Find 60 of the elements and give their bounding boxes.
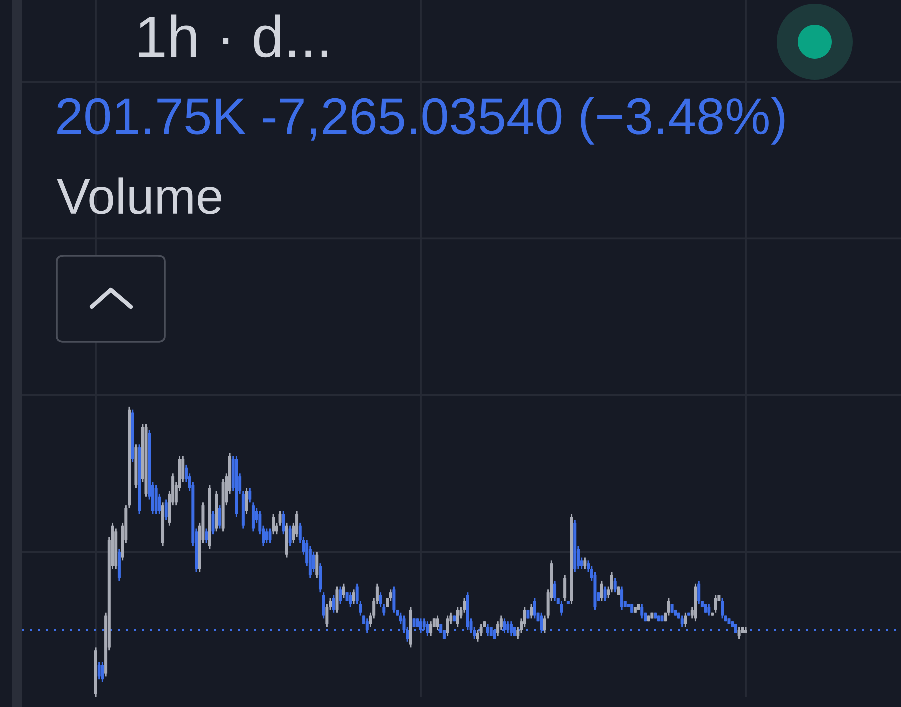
candlestick: [252, 502, 255, 532]
candlestick: [680, 615, 684, 628]
candlestick: [430, 620, 433, 637]
candlestick: [510, 620, 513, 637]
candlestick: [584, 557, 587, 570]
candlestick: [530, 603, 534, 620]
candlestick: [316, 551, 319, 579]
candlestick: [392, 586, 396, 614]
candlestick: [205, 528, 208, 544]
candlestick: [332, 594, 336, 614]
candlestick: [640, 603, 644, 620]
candlestick: [322, 592, 326, 620]
candlestick: [684, 612, 688, 628]
candlestick: [318, 562, 322, 594]
candlestick: [614, 577, 617, 594]
candlestick: [359, 600, 362, 617]
candlestick: [265, 528, 268, 544]
candlestick: [382, 603, 386, 617]
candlestick: [600, 580, 604, 602]
candlestick: [336, 586, 339, 614]
candlestick: [218, 504, 222, 530]
candlestick: [342, 583, 346, 600]
candlestick: [738, 626, 741, 640]
candlestick: [268, 528, 272, 544]
candlestick: [506, 620, 510, 634]
candlestick: [245, 487, 248, 516]
candlestick: [352, 588, 356, 605]
chart-subtitle: 201.75K -7,265.03540 (−3.48%): [58, 97, 785, 145]
candlestick: [714, 594, 718, 614]
candlestick: [564, 574, 567, 602]
candlestick: [312, 551, 316, 574]
candlestick: [554, 580, 557, 602]
candlestick: [278, 510, 282, 527]
candlestick: [98, 661, 101, 680]
candlestick: [436, 615, 440, 632]
candlestick: [533, 598, 536, 620]
candlestick: [339, 586, 342, 605]
chart-title: 1h · d...: [139, 14, 328, 58]
candlestick: [356, 583, 359, 605]
text: Volume: [57, 178, 222, 214]
candlestick: [248, 487, 252, 504]
candlestick: [282, 510, 286, 536]
candlestick: [721, 598, 724, 620]
candlestick: [543, 615, 546, 634]
candlestick: [698, 580, 701, 605]
candlestick: [164, 499, 168, 521]
candlestick: [560, 600, 564, 617]
candlestick: [604, 586, 607, 602]
candlestick: [349, 592, 352, 608]
candlestick: [288, 525, 292, 547]
candlestick: [446, 615, 450, 637]
candlestick: [620, 586, 624, 611]
candlestick: [456, 606, 460, 628]
candlestick: [708, 603, 711, 617]
candlestick: [154, 484, 158, 516]
candlestick: [101, 661, 104, 684]
candlestick: [379, 592, 382, 608]
candlestick: [272, 514, 276, 536]
candlestick: [212, 510, 215, 536]
candlestick: [426, 620, 430, 637]
